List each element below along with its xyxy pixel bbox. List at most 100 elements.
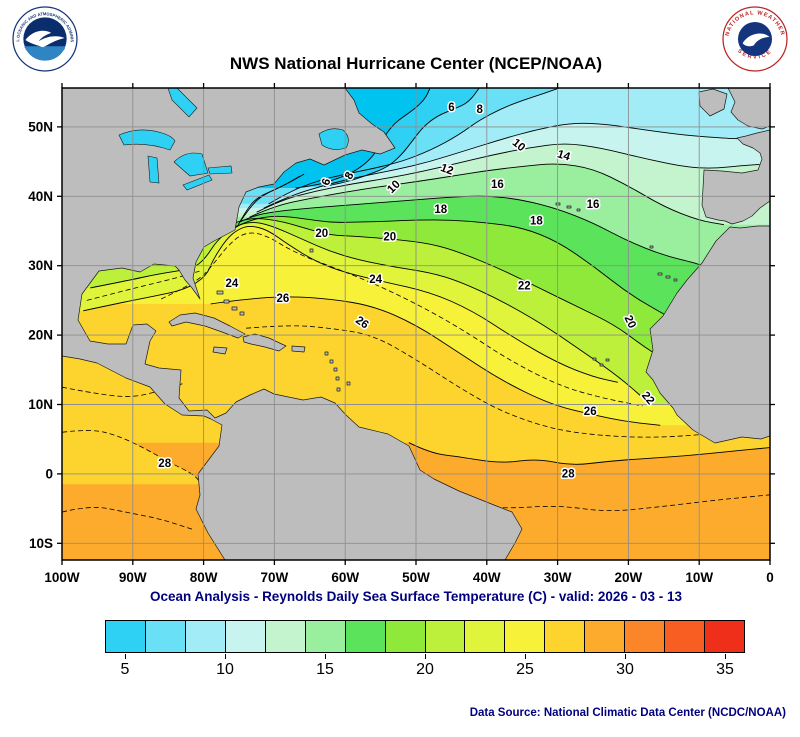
lon-axis-label: 70W: [261, 570, 289, 585]
lat-axis-label: 40N: [28, 189, 53, 204]
isotherm-26C-line: [62, 383, 183, 397]
colorbar-tickmark: [125, 654, 126, 659]
contour-label-26: 26: [277, 293, 290, 305]
lon-axis-label: 60W: [331, 570, 359, 585]
colorbar-cell-18-20C: [385, 621, 426, 652]
axis-labels: 100W 90W 80W 70W 60W 50W 40W 30W 20W 10W 0 50N 40N 30…: [28, 119, 774, 585]
nws-logo: NATIONAL WEATHER SERVICE: [722, 6, 788, 72]
latlon-grid: [62, 88, 770, 560]
lon-axis-label: 80W: [190, 570, 218, 585]
james-bay: [167, 88, 198, 118]
lon-axis-label: 30W: [544, 570, 572, 585]
sst-band-below-28C: [62, 430, 203, 485]
isotherm-26C-line: [210, 296, 661, 426]
colorbar-cell-6-8C: [145, 621, 186, 652]
contour-label-6: 6: [448, 102, 454, 114]
colorbar-tickmark: [525, 654, 526, 659]
lat-axis-label: 20N: [28, 328, 53, 343]
contour-label-14: 14: [556, 148, 572, 164]
landmass-africa: [645, 225, 770, 444]
colorbar-tickmark: [625, 654, 626, 659]
colorbar-cell-8-10C: [185, 621, 226, 652]
lon-axis-label: 90W: [119, 570, 147, 585]
colorbar-cell-10-12C: [225, 621, 266, 652]
noaa-emblem-sea: [24, 46, 66, 61]
land-masses: [62, 88, 770, 560]
colorbar-tickmark: [425, 654, 426, 659]
isotherm-12C-line: [256, 143, 760, 213]
islands-cape-verde: [592, 357, 610, 367]
colorbar-cell-24-26C: [505, 621, 546, 652]
colorbar-cell-12-14C: [265, 621, 306, 652]
contour-label-26: 26: [584, 406, 597, 418]
colorbar: [105, 620, 745, 653]
lake-erie: [182, 174, 213, 191]
colorbar-cell-20-22C: [425, 621, 466, 652]
lakes-and-bays: [118, 88, 349, 191]
colorbar-tick-label: 5: [120, 661, 130, 678]
isotherm-27C-line: [246, 325, 770, 438]
lake-michigan: [147, 155, 160, 184]
isotherm-22C-line: [90, 222, 650, 405]
lake-huron: [173, 152, 209, 177]
contour-label-24: 24: [226, 278, 239, 290]
colorbar-cell-30-32C: [625, 621, 666, 652]
contour-label-24: 24: [369, 274, 382, 286]
colorbar-tick-label: 10: [216, 661, 234, 678]
lake-ontario: [207, 165, 233, 175]
island-puerto-rico: [291, 345, 306, 353]
nws-swoosh-icon: [742, 33, 770, 47]
colorbar-tick-label: 30: [616, 661, 634, 678]
isotherm-8C-line: [268, 88, 561, 205]
contour-label-18: 18: [530, 216, 543, 228]
colorbar-tickmark: [225, 654, 226, 659]
contour-label-12: 12: [439, 162, 455, 178]
colorbar-tick-label: 35: [716, 661, 734, 678]
islands-bahamas: [216, 290, 245, 316]
colorbar-cell-32-34C: [665, 621, 706, 652]
islands-canary: [657, 272, 678, 282]
colorbar-cell-4-6C: [106, 621, 146, 652]
colorbar-cell-26-28C: [545, 621, 586, 652]
contour-label-28: 28: [158, 458, 171, 470]
colorbar-cell-16-18C: [345, 621, 386, 652]
landmass-france-iberia: [701, 129, 770, 225]
chart-title: NWS National Hurricane Center (NCEP/NOAA…: [229, 54, 603, 73]
island-jamaica: [212, 346, 228, 355]
landmass-americas: [62, 88, 523, 560]
isotherm-18C-line: [228, 215, 679, 322]
isotherm-6C-line: [238, 175, 301, 224]
colorbar-cell-28-30C: [585, 621, 626, 652]
data-source: Data Source: National Climatic Data Cent…: [469, 707, 786, 719]
contour-label-16: 16: [587, 199, 600, 211]
lat-axis-label: 10N: [28, 397, 53, 412]
colorbar-tickmark: [325, 654, 326, 659]
contour-label-20: 20: [383, 232, 396, 244]
axis-ticks: [57, 83, 775, 565]
colorbar-tick-label: 15: [316, 661, 334, 678]
lon-axis-label: 10W: [685, 570, 713, 585]
isotherm-28C-line: [408, 442, 770, 465]
lon-axis-label: 100W: [44, 570, 80, 585]
colorbar-tickmark: [725, 654, 726, 659]
isotherm-28C-line: [62, 430, 203, 485]
colorbar-cell-34-36C: [705, 621, 744, 652]
contour-label-28: 28: [562, 468, 575, 480]
colorbar-tick-label: 20: [416, 661, 434, 678]
contour-label-22: 22: [518, 280, 531, 292]
island-madeira: [649, 245, 654, 249]
colorbar-tick-label: 25: [516, 661, 534, 678]
noaa-seagull-icon: [25, 30, 65, 48]
contour-label-16: 16: [491, 179, 504, 191]
gulf-of-st-lawrence: [318, 128, 349, 150]
landmass-great-britain: [727, 88, 770, 130]
isotherm-24C-line: [83, 226, 618, 383]
lon-axis-label: 0: [766, 570, 774, 585]
lon-axis-label: 20W: [615, 570, 643, 585]
chart-caption: Ocean Analysis - Reynolds Daily Sea Surf…: [150, 589, 682, 604]
isotherm-6C-line: [323, 88, 480, 188]
lat-axis-label: 0: [45, 466, 53, 481]
landmass-ireland: [698, 88, 728, 117]
contour-label-8: 8: [476, 104, 483, 116]
